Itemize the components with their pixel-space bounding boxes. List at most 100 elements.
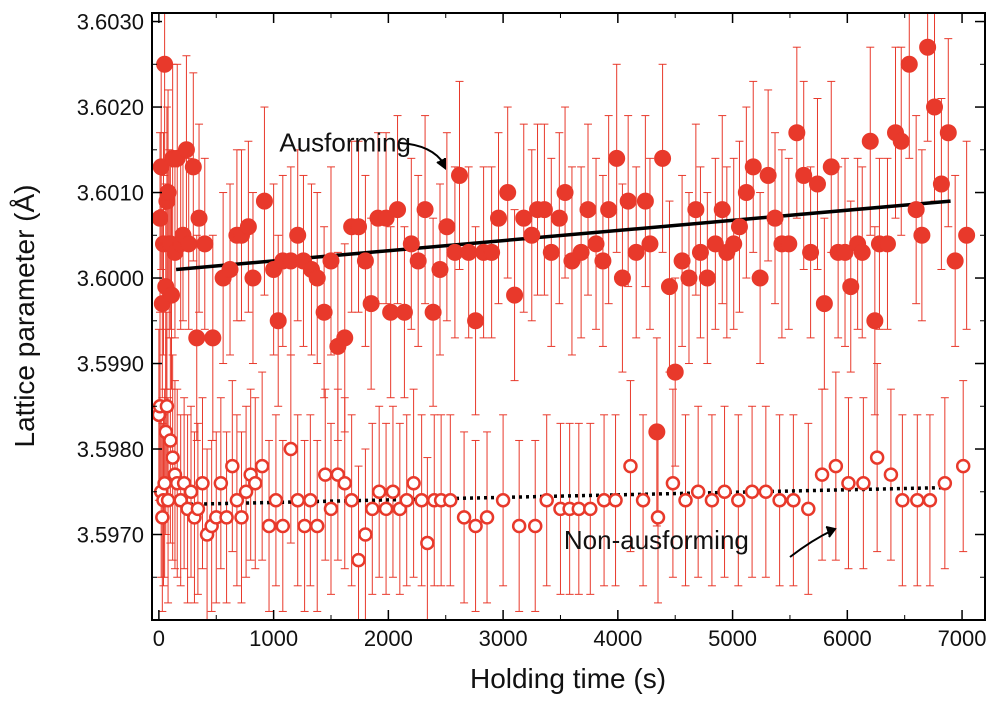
non-ausforming-point [841,475,856,491]
ausforming-point [751,269,769,287]
ausforming-point [946,252,964,270]
ausforming-point [151,209,169,227]
non-ausforming-point [351,552,366,568]
non-ausforming-point [297,518,312,534]
non-ausforming-point [869,450,885,465]
non-ausforming-fit-line [176,485,951,507]
ausforming-point [188,329,206,347]
ausforming-point [377,209,395,227]
non-ausforming-point [828,458,844,474]
ausforming-point [913,226,931,244]
non-ausforming-point [856,475,871,491]
non-ausforming-point [275,518,291,534]
ausforming-point [926,98,944,116]
y-axis-ticks: 3.5970 3.5980 3.5990 3.6000 3.6010 3.6020 3.60… [77,10,985,578]
ausforming-point [737,184,755,202]
non-ausforming-point [456,510,472,525]
ausforming-point [163,286,181,304]
non-ausforming-point [801,501,816,517]
non-ausforming-point [955,458,971,474]
ausforming-point [490,209,508,227]
ausforming-arrowhead [436,158,446,170]
x-axis-label: Holding time (s) [470,663,666,694]
non-ausforming-point [165,450,180,465]
non-ausforming-point [772,493,787,508]
ausforming-point [190,209,208,227]
y-tick-label: 3.6030 [77,10,144,35]
ausforming-point [244,269,262,287]
ausforming-point [535,201,553,219]
ausforming-point [460,243,478,261]
ausforming-point [356,252,374,270]
ausforming-point [315,303,333,321]
non-ausforming-point [225,458,240,474]
ausforming-point [654,149,672,167]
ausforming-point [866,312,884,330]
ausforming-point [641,235,659,253]
ausforming-point [958,226,976,244]
ausforming-point [836,243,854,261]
ausforming-point [780,235,798,253]
non-ausforming-point [303,493,318,508]
non-ausforming-point [814,467,830,482]
ausforming-point [619,192,637,210]
ausforming-point [808,175,826,193]
ausforming-point [687,201,705,219]
non-ausforming-point [883,467,899,482]
ausforming-point [152,158,170,176]
non-ausforming-point [678,493,693,508]
ausforming-point [900,55,918,73]
ausforming-point [389,201,407,219]
non-ausforming-point [731,493,746,508]
ausforming-point [713,201,731,219]
non-ausforming-annotation: Non-ausforming [564,525,749,555]
ausforming-point [269,312,287,330]
non-ausforming-point [744,484,760,500]
ausforming-point [204,329,222,347]
ausforming-point [239,218,257,236]
data-markers [151,38,976,568]
y-axis-label: Lattice parameter (Å) [9,185,40,448]
ausforming-point [416,201,434,219]
x-tick-label: 3000 [479,626,528,651]
ausforming-point [542,243,560,261]
non-ausforming-point [337,475,353,491]
ausforming-point [795,166,813,184]
non-ausforming-point [248,475,263,491]
ausforming-point [159,184,177,202]
ausforming-point [861,132,879,150]
ausforming-point [438,218,456,236]
non-ausforming-point [758,484,774,500]
ausforming-point [766,209,784,227]
ausforming-point [853,243,871,261]
non-ausforming-point [468,518,483,534]
ausforming-point [450,166,468,184]
ausforming-annotation: Ausforming [279,127,411,157]
non-ausforming-point [690,484,706,500]
ausforming-point [648,423,666,441]
non-ausforming-point [378,501,394,517]
ausforming-point [660,278,678,296]
non-ausforming-point [323,501,339,517]
ausforming-point [730,218,748,236]
non-ausforming-point [238,484,254,500]
ausforming-point [515,209,533,227]
non-ausforming-point [583,501,598,517]
ausforming-point [815,295,833,313]
non-ausforming-point [159,399,175,414]
ausforming-point [919,38,937,56]
ausforming-point [467,312,485,330]
ausforming-point [156,55,174,73]
ausforming-point [196,235,214,253]
non-ausforming-point [268,493,284,508]
ausforming-point [892,132,910,150]
non-ausforming-point [539,493,554,508]
non-ausforming-point [596,493,612,508]
ausforming-point [395,303,413,321]
ausforming-point [594,252,612,270]
non-ausforming-point [717,484,732,500]
y-tick-label: 3.5990 [77,352,144,377]
x-tick-label: 1000 [249,626,298,651]
x-tick-label: 2000 [364,626,413,651]
y-tick-label: 3.6020 [77,95,144,120]
